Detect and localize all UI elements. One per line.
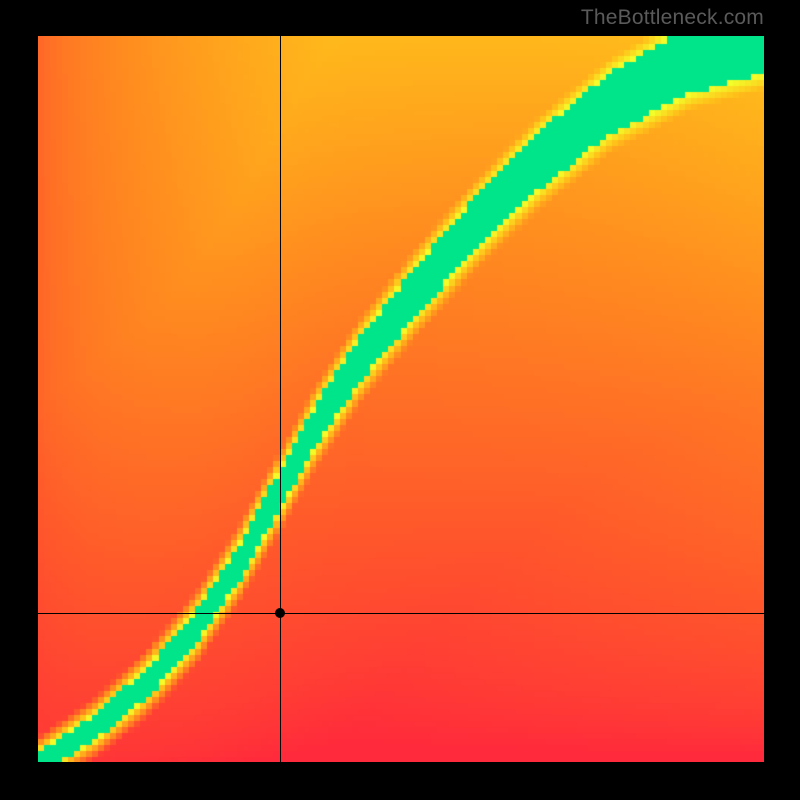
crosshair-marker (275, 608, 285, 618)
plot-area (38, 36, 764, 762)
watermark-text: TheBottleneck.com (581, 6, 764, 30)
figure-root: TheBottleneck.com (0, 0, 800, 800)
heatmap-canvas (38, 36, 764, 762)
crosshair-vertical (280, 36, 281, 762)
crosshair-horizontal (38, 613, 764, 614)
